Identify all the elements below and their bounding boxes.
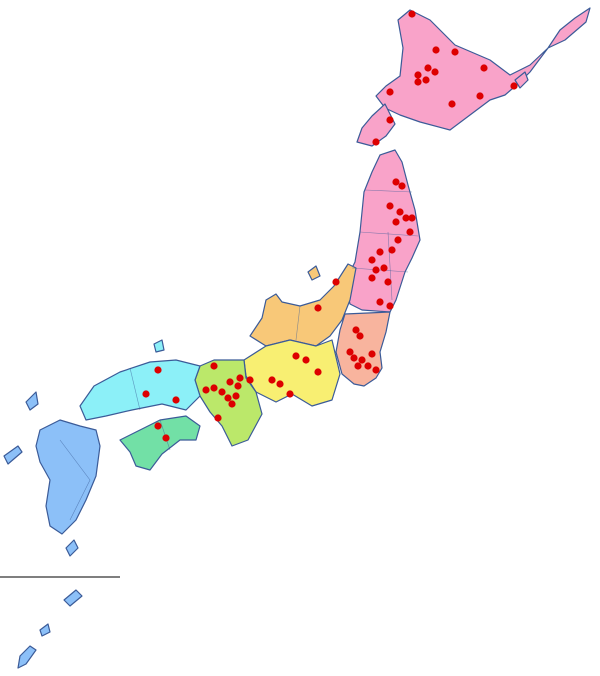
city-marker <box>388 246 396 254</box>
city-marker <box>380 264 388 272</box>
city-marker <box>376 298 384 306</box>
city-marker <box>408 214 416 222</box>
city-marker <box>162 434 170 442</box>
city-marker <box>372 266 380 274</box>
city-marker <box>356 332 364 340</box>
city-marker <box>236 374 244 382</box>
city-marker <box>358 356 366 364</box>
city-marker <box>394 236 402 244</box>
city-marker <box>480 64 488 72</box>
city-marker <box>354 362 362 370</box>
city-marker <box>214 414 222 422</box>
border <box>364 189 413 193</box>
border <box>295 305 301 341</box>
border <box>59 439 91 521</box>
region-hokkaido <box>356 103 396 147</box>
city-marker <box>142 390 150 398</box>
city-marker <box>368 256 376 264</box>
city-marker <box>246 376 254 384</box>
region-kyushu <box>25 391 39 411</box>
city-marker <box>432 46 440 54</box>
city-marker <box>402 214 410 222</box>
city-marker <box>431 68 439 76</box>
border <box>359 231 419 237</box>
city-marker <box>314 368 322 376</box>
city-marker <box>364 362 372 370</box>
city-marker <box>476 92 484 100</box>
city-marker <box>332 278 340 286</box>
city-marker <box>510 82 518 90</box>
city-marker <box>276 380 284 388</box>
city-marker <box>292 352 300 360</box>
city-marker <box>386 302 394 310</box>
region-chugoku <box>79 359 201 421</box>
city-marker <box>386 88 394 96</box>
region-okinawa <box>63 589 83 607</box>
city-marker <box>268 376 276 384</box>
city-marker <box>386 202 394 210</box>
city-marker <box>424 64 432 72</box>
city-marker <box>228 400 236 408</box>
city-markers <box>142 10 518 442</box>
city-marker <box>398 182 406 190</box>
city-marker <box>414 78 422 86</box>
region-chubu <box>307 265 321 281</box>
regions <box>3 7 591 669</box>
region-kanto <box>335 311 391 387</box>
city-marker <box>384 278 392 286</box>
region-chugoku <box>153 339 165 353</box>
region-okinawa <box>39 623 51 637</box>
prefecture-borders <box>59 189 419 521</box>
city-marker <box>202 386 210 394</box>
city-marker <box>154 366 162 374</box>
city-marker <box>226 378 234 386</box>
city-marker <box>218 388 226 396</box>
region-kyushu <box>65 539 79 557</box>
city-marker <box>372 366 380 374</box>
city-marker <box>392 178 400 186</box>
city-marker <box>302 356 310 364</box>
city-marker <box>352 326 360 334</box>
city-marker <box>350 354 358 362</box>
border <box>351 267 409 273</box>
city-marker <box>346 348 354 356</box>
city-marker <box>286 390 294 398</box>
city-marker <box>396 208 404 216</box>
city-marker <box>224 394 232 402</box>
city-marker <box>234 382 242 390</box>
city-marker <box>368 274 376 282</box>
city-marker <box>372 138 380 146</box>
city-marker <box>154 422 162 430</box>
region-kyushu <box>35 419 101 535</box>
city-marker <box>448 100 456 108</box>
city-marker <box>314 304 322 312</box>
city-marker <box>232 392 240 400</box>
region-kyushu <box>3 445 23 465</box>
region-hokkaido <box>514 71 529 89</box>
city-marker <box>210 384 218 392</box>
city-marker <box>392 218 400 226</box>
city-marker <box>172 396 180 404</box>
city-marker <box>422 76 430 84</box>
border <box>129 367 141 411</box>
city-marker <box>368 350 376 358</box>
city-marker <box>408 10 416 18</box>
region-shikoku <box>119 415 201 471</box>
city-marker <box>406 228 414 236</box>
city-marker <box>376 248 384 256</box>
city-marker <box>386 116 394 124</box>
city-marker <box>414 71 422 79</box>
region-okinawa <box>17 645 37 669</box>
border <box>387 231 393 301</box>
city-marker <box>451 48 459 56</box>
city-marker <box>210 362 218 370</box>
